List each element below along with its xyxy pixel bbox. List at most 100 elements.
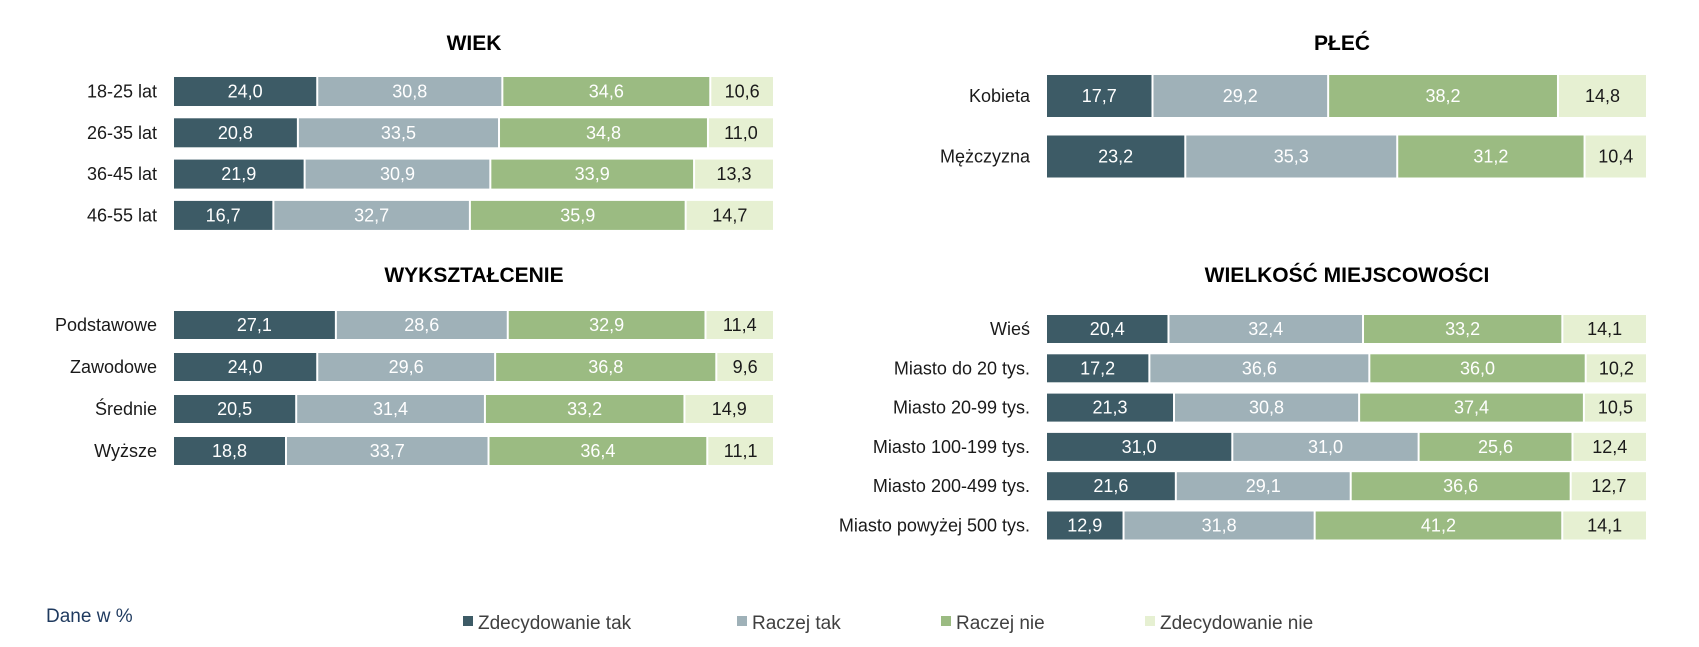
data-label: 17,7: [1082, 86, 1117, 106]
bar-row: Wyższe 18,8 33,7 36,4 11,1: [94, 437, 773, 465]
legend-label: Raczej tak: [752, 613, 841, 634]
data-label: 29,1: [1246, 476, 1281, 496]
data-label: 25,6: [1478, 437, 1513, 457]
bar-segment: [174, 118, 297, 148]
data-label: 27,1: [237, 315, 272, 335]
data-label: 36,6: [1443, 476, 1478, 496]
data-label: 33,5: [381, 123, 416, 143]
data-label: 12,9: [1067, 516, 1102, 536]
bar-segment: [706, 311, 773, 339]
bar-row: Średnie 20,5 31,4 33,2 14,9: [95, 395, 773, 423]
bar-segment: [1175, 393, 1359, 422]
data-label: 38,2: [1426, 86, 1461, 106]
data-label: 20,8: [218, 123, 253, 143]
legend-swatch: [737, 616, 747, 626]
legend-swatch: [941, 616, 951, 626]
chart-panels: WIEK 18-25 lat 24,0 30,8 34,6 10,6 26-35 lat 20…: [55, 31, 1646, 540]
data-label: 14,8: [1585, 86, 1620, 106]
data-label: 33,7: [370, 441, 405, 461]
data-label: 37,4: [1454, 398, 1489, 418]
data-label: 21,3: [1092, 398, 1127, 418]
data-label: 14,7: [712, 205, 747, 225]
data-label: 23,2: [1098, 147, 1133, 167]
data-label: 10,2: [1599, 358, 1634, 378]
bar-segment: [1124, 511, 1314, 540]
category-label: Miasto 20-99 tys.: [893, 398, 1030, 418]
bar-segment: [1233, 432, 1418, 461]
chart-panel-3: WYKSZTAŁCENIE Podstawowe 27,1 28,6 32,9 11,4 Z…: [55, 264, 773, 465]
category-label: Miasto powyżej 500 tys.: [839, 516, 1030, 536]
bar-row: 18-25 lat 24,0 30,8 34,6 10,6: [87, 77, 773, 106]
bar-segment: [1351, 472, 1570, 501]
bar-segment: [717, 353, 773, 381]
bar-segment: [1047, 472, 1175, 501]
legend-item: Zdecydowanie tak: [463, 613, 632, 634]
legend-item: Raczej nie: [941, 613, 1045, 634]
legend-label: Raczej nie: [956, 613, 1045, 634]
data-label: 30,8: [392, 82, 427, 102]
bar-row: Miasto 20-99 tys. 21,3 30,8 37,4 10,5: [893, 393, 1646, 422]
bar-segment: [1186, 135, 1397, 178]
bar-row: Zawodowe 24,0 29,6 36,8 9,6: [70, 353, 773, 381]
bar-row: Wieś 20,4 32,4 33,2 14,1: [990, 315, 1646, 343]
data-label: 11,0: [724, 123, 758, 143]
data-label: 31,4: [373, 399, 408, 419]
bar-segment: [298, 118, 499, 148]
chart-panel-2: PŁEĆ Kobieta 17,7 29,2 38,2 14,8 Mężczyzna 23,2…: [940, 31, 1646, 178]
bar-segment: [1563, 315, 1646, 343]
data-label: 20,5: [217, 399, 252, 419]
bar-segment: [470, 200, 685, 230]
bar-segment: [1169, 315, 1363, 343]
data-label: 10,6: [725, 82, 760, 102]
category-label: 26-35 lat: [87, 123, 157, 143]
bar-row: Miasto 200-499 tys. 21,6 29,1 36,6 12,7: [873, 472, 1646, 501]
bar-segment: [708, 118, 773, 148]
data-label: 36,0: [1460, 358, 1495, 378]
bar-segment: [1584, 393, 1646, 422]
bar-segment: [686, 200, 773, 230]
bar-segment: [1329, 75, 1557, 117]
bar-segment: [174, 395, 296, 423]
category-label: Kobieta: [969, 86, 1031, 106]
data-label: 9,6: [733, 357, 758, 377]
bar-row: Miasto powyżej 500 tys. 12,9 31,8 41,2 14,1: [839, 511, 1646, 540]
data-label: 11,4: [723, 315, 757, 335]
bar-segment: [305, 159, 490, 189]
data-label: 13,3: [717, 164, 752, 184]
data-label: 10,4: [1598, 147, 1633, 167]
category-label: 46-55 lat: [87, 205, 157, 225]
data-label: 11,1: [724, 441, 758, 461]
bar-segment: [1047, 315, 1168, 343]
bar-segment: [318, 77, 502, 106]
data-label: 21,9: [221, 164, 256, 184]
data-label: 34,8: [586, 123, 621, 143]
bar-segment: [485, 395, 684, 423]
data-label: 36,6: [1242, 358, 1277, 378]
data-label: 17,2: [1080, 358, 1115, 378]
bar-segment: [685, 395, 773, 423]
category-label: Podstawowe: [55, 315, 157, 335]
legend: Zdecydowanie tak Raczej tak Raczej nie Zdec…: [463, 613, 1313, 634]
category-label: Zawodowe: [70, 357, 157, 377]
data-label: 16,7: [206, 205, 241, 225]
legend-label: Zdecydowanie nie: [1160, 613, 1313, 634]
bar-segment: [1176, 472, 1350, 501]
data-label: 36,8: [588, 357, 623, 377]
bar-segment: [489, 437, 707, 465]
bar-segment: [1047, 135, 1185, 178]
data-label: 36,4: [580, 441, 615, 461]
data-label: 32,4: [1248, 319, 1283, 339]
bar-segment: [1398, 135, 1584, 178]
bar-row: Miasto 100-199 tys. 31,0 31,0 25,6 12,4: [873, 432, 1646, 461]
bar-row: Kobieta 17,7 29,2 38,2 14,8: [969, 75, 1646, 117]
chart-panel-1: WIEK 18-25 lat 24,0 30,8 34,6 10,6 26-35 lat 20…: [87, 32, 773, 230]
bar-row: Podstawowe 27,1 28,6 32,9 11,4: [55, 311, 773, 339]
data-label: 14,9: [712, 399, 747, 419]
bar-segment: [336, 311, 507, 339]
bar-row: Mężczyzna 23,2 35,3 31,2 10,4: [940, 135, 1646, 178]
legend-item: Zdecydowanie nie: [1145, 613, 1313, 634]
bar-segment: [491, 159, 694, 189]
data-label: 24,0: [228, 82, 263, 102]
data-label: 12,4: [1592, 437, 1627, 457]
